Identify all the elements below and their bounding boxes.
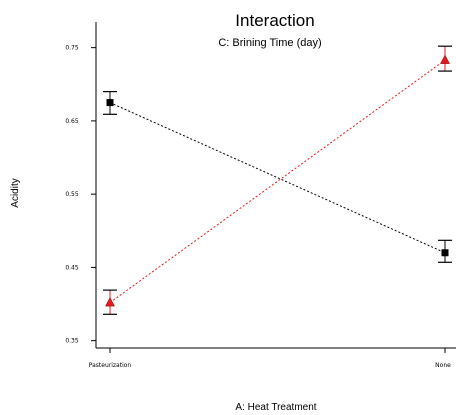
chart-subtitle: C: Brining Time (day) [218, 37, 321, 49]
x-axis-label: A: Heat Treatment [235, 402, 316, 413]
data-point-triangle [105, 297, 115, 307]
x-tick-label: None [435, 362, 451, 369]
y-axis-label: Acidity [10, 178, 21, 207]
plot-area: 0.35 0.45 0.55 0.65 0.75 Pasteurization None [65, 22, 456, 369]
y-tick-label: 0.75 [65, 45, 79, 52]
data-point-square [106, 99, 114, 107]
data-point-triangle [440, 54, 450, 64]
series-1-line [109, 102, 446, 254]
y-tick-label: 0.45 [65, 264, 79, 271]
y-tick-label: 0.65 [65, 118, 79, 125]
x-tick-label: Pasteurization [89, 362, 132, 369]
series-2-line [109, 59, 446, 303]
y-tick-label: 0.55 [65, 191, 79, 198]
y-tick-label: 0.35 [65, 338, 79, 345]
chart-title: Interaction [235, 11, 314, 30]
data-point-square [441, 249, 449, 257]
